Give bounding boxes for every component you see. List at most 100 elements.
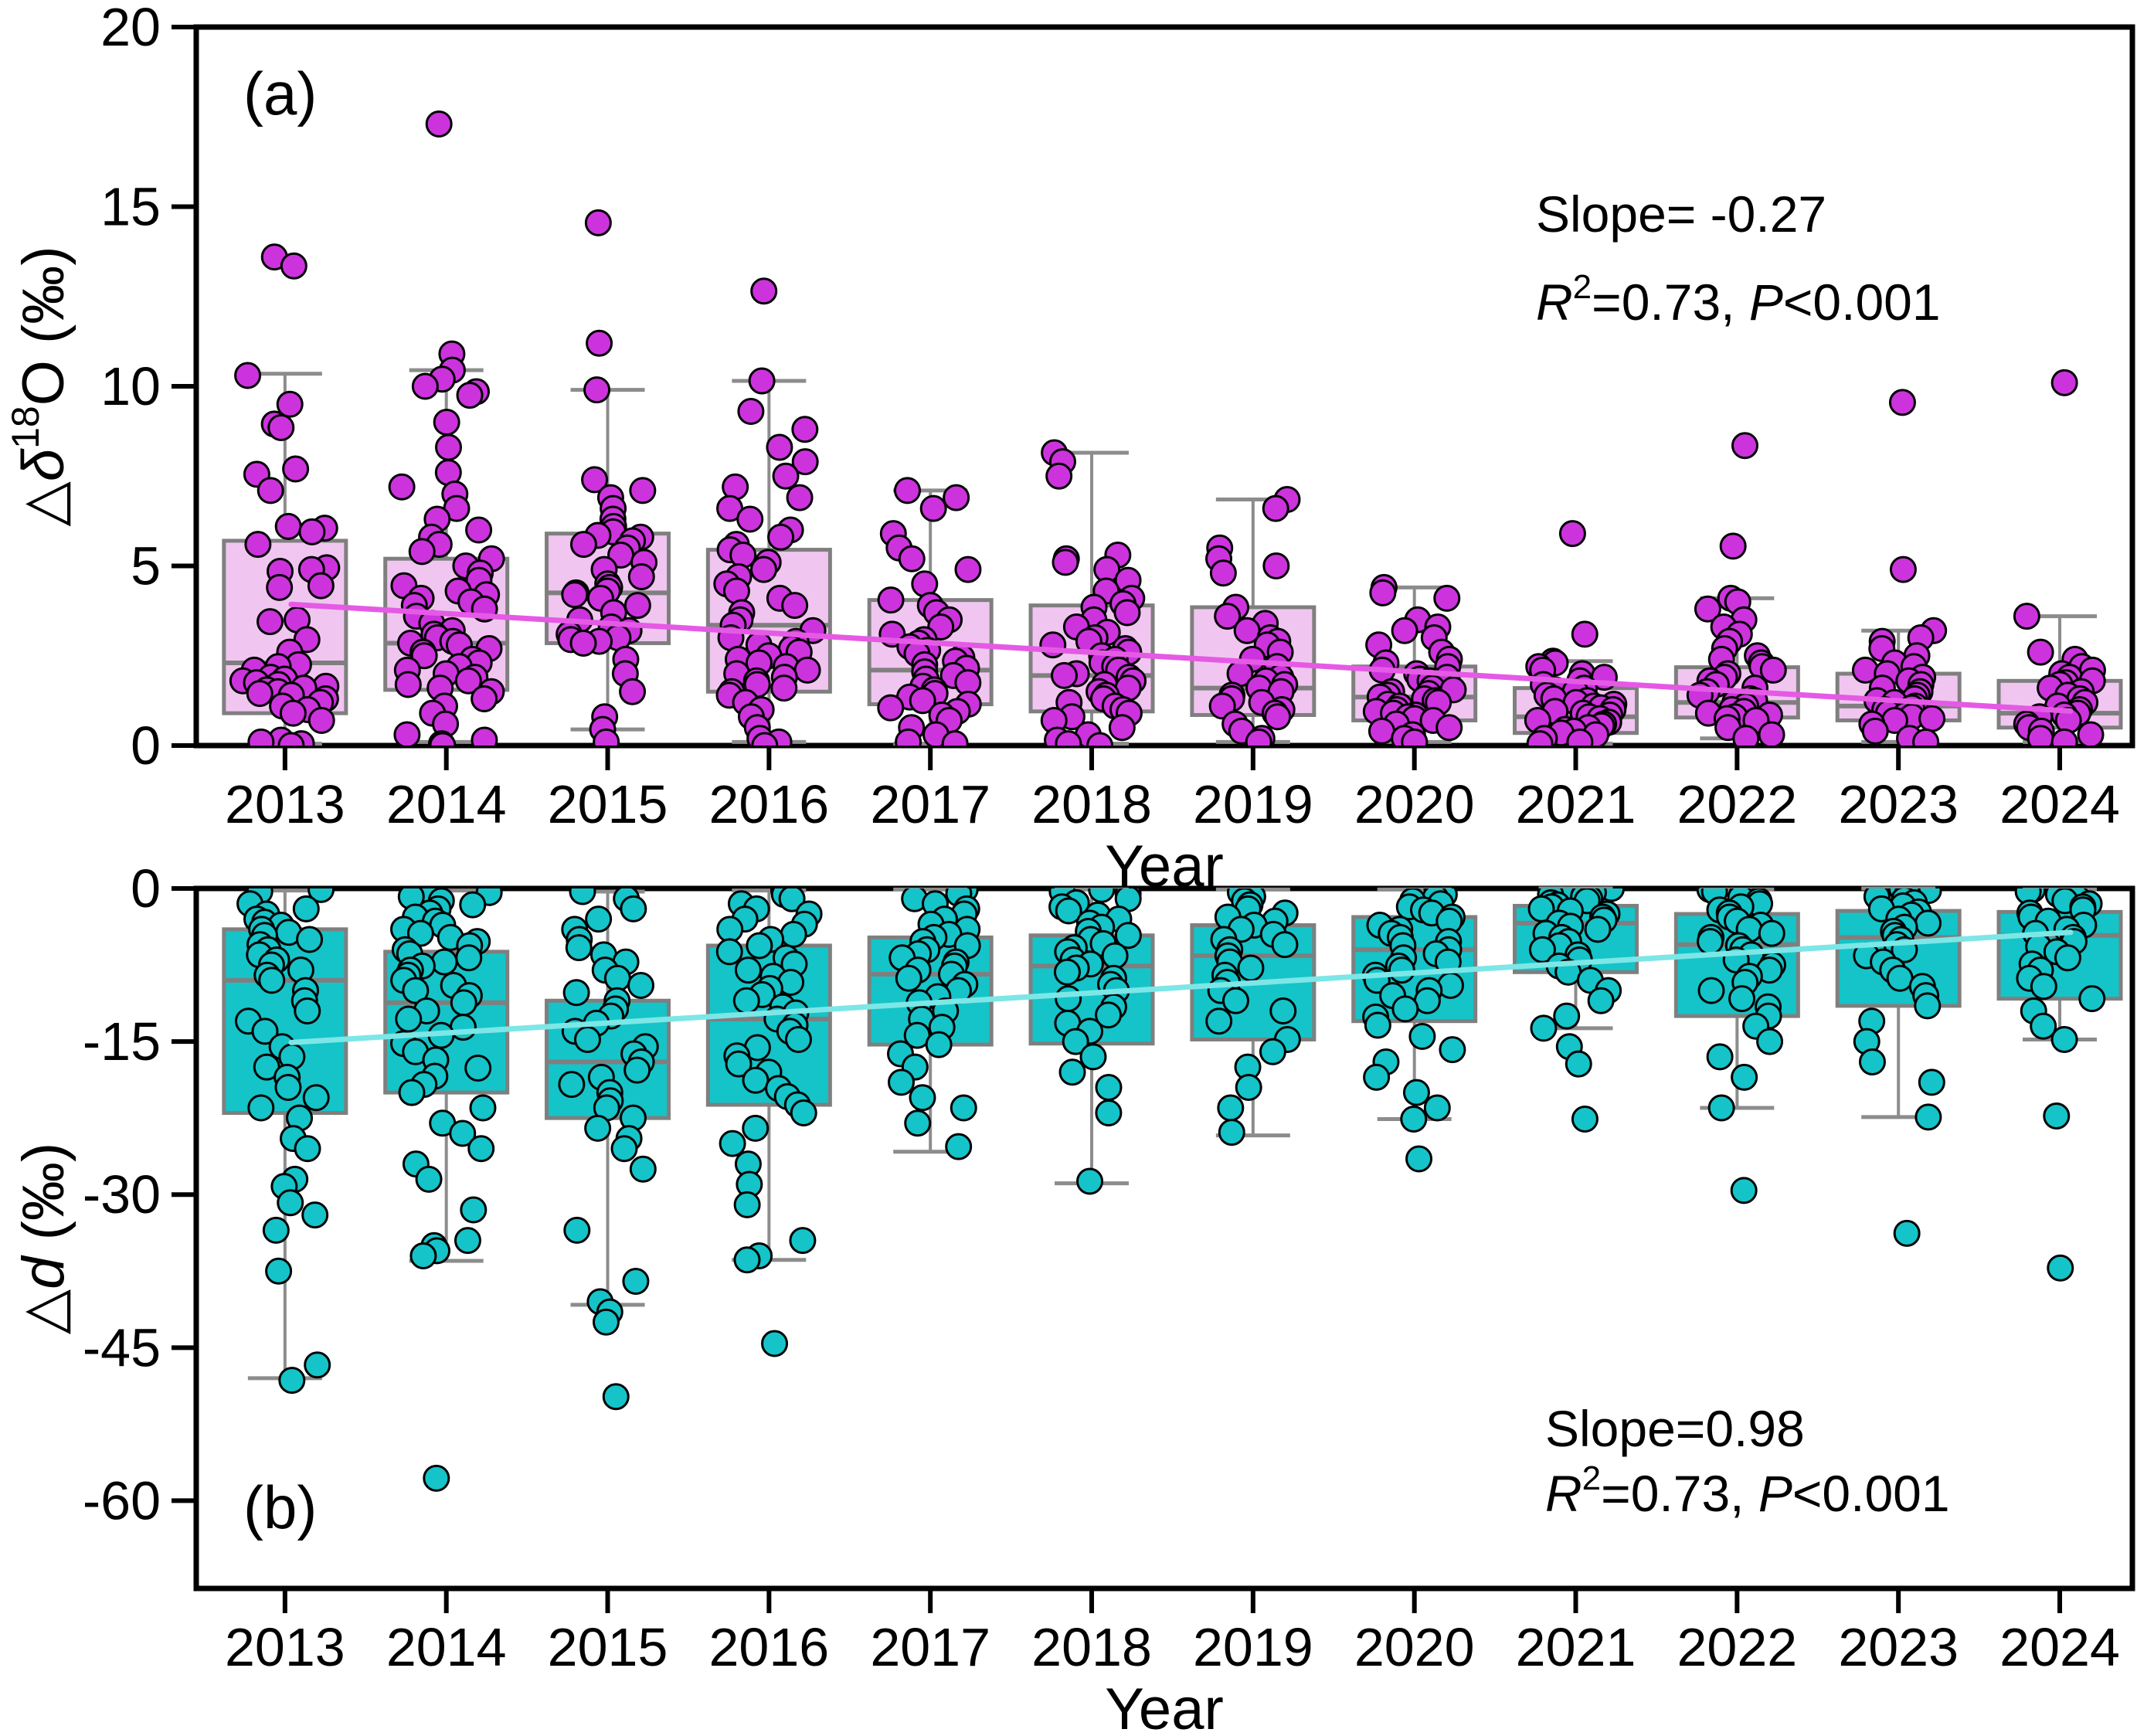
jitter-point [789, 1227, 817, 1255]
jitter-point [251, 1017, 279, 1045]
jitter-point [558, 1071, 586, 1099]
x-tick-label: 2021 [1516, 1617, 1636, 1677]
plot-frame-a [193, 24, 2135, 749]
jitter-point [274, 512, 302, 540]
jitter-point [246, 680, 273, 708]
annotation-a: Slope= -0.27 R2​=0.73, P<0.001 [1536, 185, 1941, 331]
x-tick-label: 2017 [870, 774, 990, 834]
y-axis-title-b: △d (‰) [11, 1143, 76, 1334]
jitter-point [398, 1079, 426, 1106]
jitter-point [750, 555, 778, 583]
jitter-point [1433, 584, 1461, 612]
jitter-point [767, 523, 795, 551]
jitter-point [266, 573, 294, 601]
jitter-point [950, 1094, 977, 1122]
jitter-point [423, 1464, 450, 1492]
jitter-point [1553, 1002, 1581, 1030]
jitter-point [1728, 985, 1756, 1013]
jitter-point [1039, 631, 1067, 659]
jitter-point [561, 581, 589, 609]
jitter-point [895, 964, 922, 992]
jitter-point [234, 362, 262, 389]
jitter-point [778, 888, 806, 912]
jitter-point [1758, 721, 1785, 746]
jitter-point [1086, 732, 1114, 746]
jitter-point [1400, 1105, 1428, 1133]
x-tick-label: 2014 [386, 774, 507, 834]
jitter-point [409, 1242, 437, 1269]
jitter-point [1918, 1068, 1945, 1096]
jitter-point [1914, 992, 1942, 1020]
jitter-point [629, 477, 657, 504]
jitter-point [1205, 1007, 1233, 1035]
jitter-point [791, 448, 819, 476]
jitter-point [388, 473, 416, 501]
jitter-point [406, 919, 434, 947]
jitter-point [402, 977, 430, 1004]
jitter-point [1719, 532, 1747, 560]
jitter-point [302, 1084, 330, 1112]
jitter-point [449, 1119, 477, 1147]
jitter-point [627, 971, 655, 999]
jitter-point [2027, 638, 2054, 666]
jitter-point [750, 277, 778, 305]
x-tick-label: 2022 [1677, 774, 1797, 834]
jitter-point [1095, 1099, 1123, 1127]
jitter-point [1730, 1177, 1758, 1204]
jitter-point [247, 1094, 275, 1122]
jitter-point [766, 433, 793, 461]
jitter-point [1888, 389, 1916, 416]
jitter-point [1571, 1105, 1599, 1133]
jitter-point [433, 409, 460, 436]
jitter-point [945, 1133, 973, 1160]
jitter-point [257, 608, 284, 636]
jitter-point [1391, 995, 1419, 1023]
jitter-point [459, 891, 487, 919]
jitter-point [279, 699, 307, 727]
jitter-point [1914, 1103, 1942, 1131]
jitter-point [733, 1191, 761, 1218]
jitter-point [1095, 1074, 1123, 1102]
jitter-point [895, 728, 922, 746]
jitter-point [1262, 494, 1289, 522]
jitter-point [736, 505, 764, 533]
jitter-point [1912, 728, 1940, 746]
jitter-point [1076, 1167, 1104, 1195]
jitter-point [265, 1257, 293, 1285]
jitter-point [1914, 909, 1942, 937]
r2-p-annotation: R2​=0.73, P<0.001 [1536, 268, 1941, 331]
x-axis-a: 2013 2014 2015 2016 2017 2018 2019 2020 2021 2022… [225, 746, 2120, 834]
jitter-point [2077, 721, 2105, 746]
jitter-point [1055, 985, 1082, 1013]
jitter-point [1858, 1048, 1886, 1076]
jitter-point [395, 1005, 423, 1033]
data-points-a [229, 110, 2106, 746]
jitter-point [954, 555, 982, 583]
jitter-point [1045, 462, 1073, 490]
jitter-point [1050, 661, 1078, 689]
jitter-point [592, 1308, 620, 1336]
jitter-point [450, 989, 477, 1017]
jitter-point [2050, 369, 2078, 396]
jitter-point [277, 1189, 304, 1217]
x-axis-b: 2013 2014 2015 2016 2017 2018 2019 2020 2021 2022… [225, 1588, 2120, 1677]
x-tick-label: 2016 [708, 774, 829, 834]
jitter-point [1108, 714, 1136, 742]
jitter-point [278, 1367, 306, 1395]
jitter-point [1058, 1058, 1086, 1086]
jitter-point [1101, 942, 1129, 970]
jitter-point [751, 732, 779, 746]
x-tick-label: 2019 [1193, 774, 1313, 834]
x-tick-label: 2020 [1354, 1617, 1475, 1677]
jitter-point [464, 1054, 492, 1082]
jitter-point [1259, 1038, 1286, 1065]
jitter-point [274, 1074, 302, 1102]
jitter-point [1088, 888, 1116, 903]
trend-line-b [288, 929, 2074, 1045]
x-tick-label: 2018 [1031, 774, 1152, 834]
jitter-point [725, 1050, 753, 1078]
jitter-point [2054, 944, 2081, 972]
x-tick-label: 2023 [1838, 774, 1959, 834]
y-tick-label: 5 [131, 536, 161, 596]
